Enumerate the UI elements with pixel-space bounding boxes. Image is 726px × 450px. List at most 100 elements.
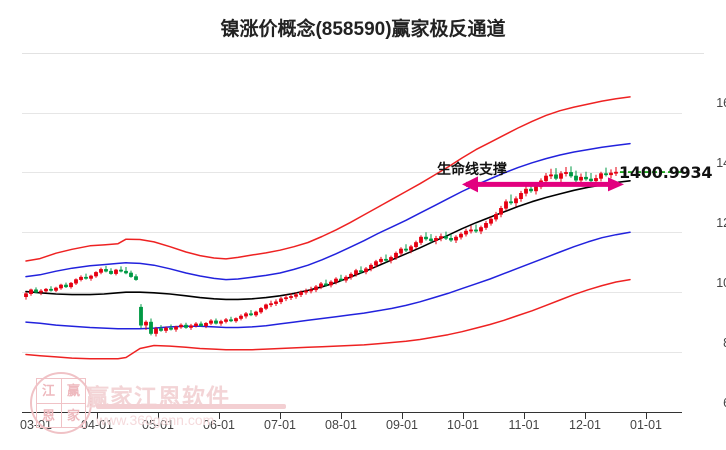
candlestick-series <box>24 166 618 337</box>
watermark-seal <box>30 372 92 434</box>
x-axis-tick-label: 12-01 <box>569 418 601 432</box>
candle-body <box>444 236 448 239</box>
candle-body <box>439 236 443 239</box>
candle-body <box>204 322 208 326</box>
candle-body <box>169 327 173 330</box>
candle-body <box>54 287 58 291</box>
watermark-seal-char: 江 <box>41 383 55 398</box>
candle-body <box>354 270 358 275</box>
candle-body <box>139 306 143 326</box>
candle-body <box>349 273 353 278</box>
candle-body <box>524 188 528 194</box>
candle-body <box>459 233 463 238</box>
y-axis-tick-label: 1000 <box>716 276 726 291</box>
candle-body <box>254 311 258 316</box>
candle-body <box>614 171 618 174</box>
watermark-seal-char: 赢 <box>66 383 80 398</box>
candle-body <box>284 297 288 300</box>
candle-body <box>304 290 308 293</box>
channel-line <box>25 96 631 262</box>
x-axis-tick-label: 01-01 <box>630 418 662 432</box>
candle-body <box>29 289 33 294</box>
watermark-url: www.360gann.com <box>96 412 215 428</box>
candle-body <box>429 238 433 241</box>
candle-body <box>534 186 538 192</box>
candle-body <box>319 283 323 288</box>
y-axis-tick-label: 1200 <box>716 216 726 231</box>
x-axis-tick-mark <box>646 412 647 419</box>
candle-body <box>384 258 388 261</box>
candle-body <box>559 173 563 179</box>
candle-body <box>214 320 218 324</box>
candle-body <box>114 269 118 274</box>
candle-body <box>74 279 78 284</box>
candle-body <box>374 261 378 266</box>
candle-body <box>124 270 128 274</box>
x-axis-tick-mark <box>341 412 342 419</box>
candle-body <box>609 172 613 176</box>
x-axis-tick-label: 11-01 <box>508 418 540 432</box>
candle-body <box>339 278 343 281</box>
candle-body <box>159 328 163 331</box>
candle-body <box>569 172 573 177</box>
candle-body <box>394 252 398 258</box>
candle-body <box>229 319 233 322</box>
candle-body <box>224 319 228 322</box>
candle-body <box>519 193 523 200</box>
candle-body <box>589 178 593 182</box>
candle-body <box>269 303 273 306</box>
candle-body <box>174 326 178 330</box>
candle-body <box>69 282 73 288</box>
candle-body <box>604 173 608 176</box>
candle-body <box>379 258 383 262</box>
candle-body <box>24 293 28 298</box>
candle-body <box>369 264 373 270</box>
candle-body <box>164 327 168 331</box>
y-axis-tick-label: 800 <box>684 336 726 350</box>
annotation-layer <box>462 171 682 193</box>
candle-body <box>259 308 263 313</box>
candle-body <box>239 315 243 319</box>
candle-body <box>424 236 428 240</box>
candle-body <box>289 296 293 298</box>
candle-body <box>84 276 88 279</box>
candle-body <box>564 172 568 174</box>
candle-body <box>274 301 278 304</box>
x-axis-tick-mark <box>524 412 525 419</box>
candle-body <box>309 289 313 292</box>
x-axis-tick-label: 05-01 <box>142 418 174 432</box>
x-axis-tick-label: 08-01 <box>325 418 357 432</box>
candle-body <box>249 313 253 316</box>
candle-body <box>109 270 113 274</box>
candle-body <box>334 278 338 283</box>
candle-body <box>104 269 108 272</box>
candle-body <box>364 268 368 273</box>
candle-body <box>469 229 473 232</box>
candle-body <box>39 290 43 293</box>
candle-body <box>504 201 508 209</box>
support-annotation-label: 生命线支撑 <box>437 162 507 178</box>
candle-body <box>419 236 423 243</box>
watermark-seal-char: 恩 <box>41 408 55 423</box>
candle-body <box>434 238 438 242</box>
candle-body <box>479 227 483 232</box>
candle-body <box>299 291 303 295</box>
x-axis-tick-mark <box>158 412 159 419</box>
candle-body <box>189 325 193 328</box>
candle-body <box>389 257 393 261</box>
candle-body <box>554 174 558 179</box>
x-axis-tick-label: 09-01 <box>386 418 418 432</box>
candle-body <box>194 323 198 326</box>
candle-body <box>179 324 183 328</box>
gridline-1000 <box>22 292 682 294</box>
channel-line <box>25 231 631 330</box>
candle-body <box>89 275 93 279</box>
candle-body <box>514 198 518 204</box>
candle-body <box>44 288 48 292</box>
watermark-bar <box>96 404 286 409</box>
x-axis-tick-label: 10-01 <box>447 418 479 432</box>
candle-body <box>509 201 513 204</box>
candle-body <box>184 324 188 328</box>
candle-body <box>579 176 583 181</box>
